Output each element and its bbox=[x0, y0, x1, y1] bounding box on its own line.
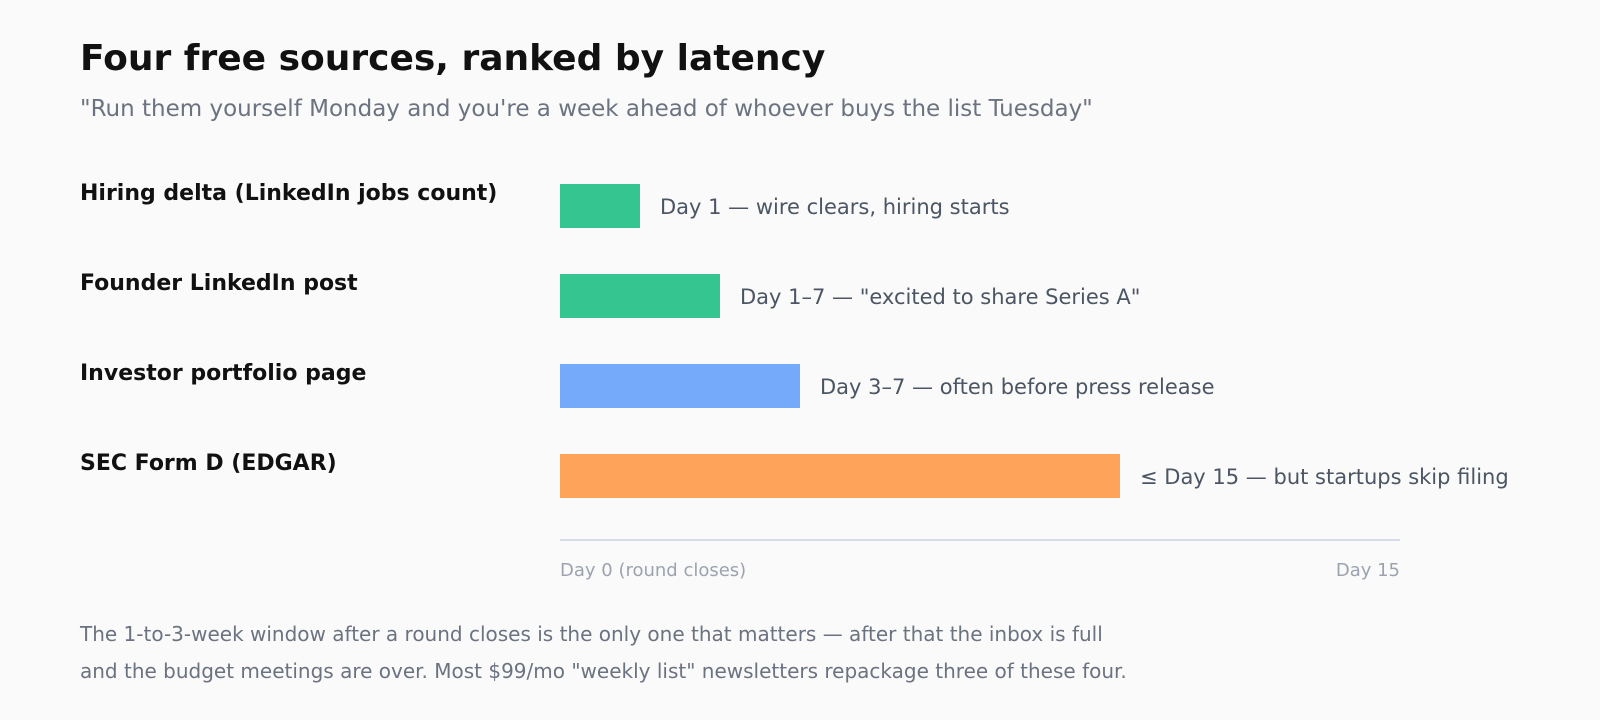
category-label: SEC Form D (EDGAR) bbox=[80, 451, 337, 476]
category-label: Investor portfolio page bbox=[80, 361, 366, 386]
footnote: The 1-to-3-week window after a round clo… bbox=[80, 616, 1200, 690]
bar-value-label: ≤ Day 15 — but startups skip filing bbox=[1140, 465, 1509, 489]
chart-title: Four free sources, ranked by latency bbox=[80, 38, 826, 79]
footnote-line-2: and the budget meetings are over. Most $… bbox=[80, 659, 1127, 683]
bar bbox=[560, 274, 720, 318]
bar bbox=[560, 184, 640, 228]
bar bbox=[560, 454, 1120, 498]
bar-value-label: Day 3–7 — often before press release bbox=[820, 375, 1215, 399]
latency-bar-chart: Hiring delta (LinkedIn jobs count) Day 1 … bbox=[80, 181, 1509, 581]
chart-subtitle: "Run them yourself Monday and you're a w… bbox=[80, 96, 1093, 122]
x-axis-start-label: Day 0 (round closes) bbox=[560, 560, 746, 581]
bar bbox=[560, 364, 800, 408]
x-axis-end-label: Day 15 bbox=[1336, 560, 1400, 581]
category-label: Founder LinkedIn post bbox=[80, 271, 358, 296]
footnote-line-1: The 1-to-3-week window after a round clo… bbox=[80, 622, 1103, 646]
bar-value-label: Day 1 — wire clears, hiring starts bbox=[660, 195, 1010, 219]
bars-layer: Hiring delta (LinkedIn jobs count) Day 1 … bbox=[80, 181, 1509, 498]
bar-value-label: Day 1–7 — "excited to share Series A" bbox=[740, 285, 1140, 309]
category-label: Hiring delta (LinkedIn jobs count) bbox=[80, 181, 497, 206]
